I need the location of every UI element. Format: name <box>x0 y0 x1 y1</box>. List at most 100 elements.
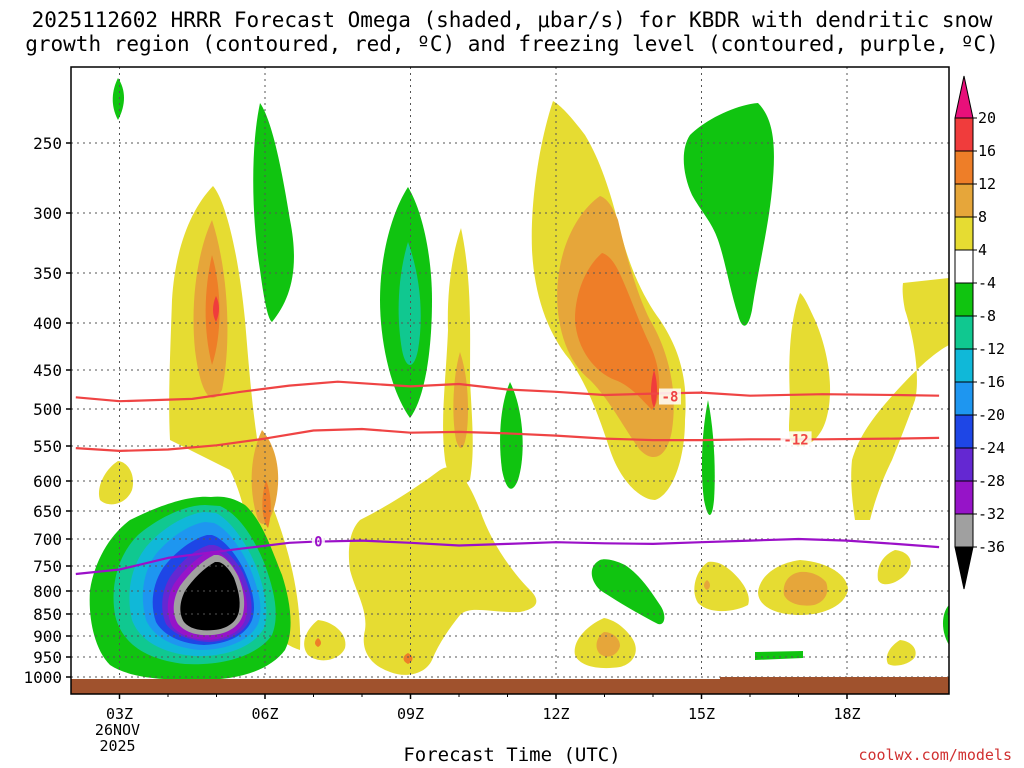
x-axis-label: Forecast Time (UTC) <box>403 744 621 766</box>
y-tick-label: 500 <box>33 400 62 419</box>
omega-shade-gold <box>596 632 620 657</box>
y-tick-label: 1000 <box>23 668 62 687</box>
colorbar-label: -24 <box>978 439 1005 457</box>
omega-shade-orange <box>575 253 660 410</box>
omega-shade-yellow <box>851 278 949 520</box>
colorbar-label: -20 <box>978 406 1005 424</box>
colorbar-segment <box>954 513 974 548</box>
omega-shade-yellow <box>877 550 911 585</box>
omega-shade-teal <box>398 242 421 365</box>
y-tick-label: 400 <box>33 314 62 333</box>
colorbar-segment <box>954 315 974 350</box>
y-tick-label: 250 <box>33 134 62 153</box>
colorbar-label: 4 <box>978 241 987 259</box>
contour-label: -12 <box>783 432 808 448</box>
omega-shade-green <box>500 382 523 489</box>
colorbar-label: -16 <box>978 373 1005 391</box>
contour-line <box>75 537 940 576</box>
omega-shade-yellow <box>348 467 537 675</box>
temperature-contours: -8 -12 0 <box>75 380 940 576</box>
x-tick-label: 18Z <box>833 705 860 723</box>
omega-shade-green <box>701 400 715 515</box>
omega-shade-red <box>651 370 657 408</box>
colorbar-label: 12 <box>978 175 996 193</box>
colorbar-segment <box>954 447 974 482</box>
omega-shade-gold <box>704 580 710 590</box>
colorbar-segment <box>954 282 974 317</box>
omega-shade-green <box>755 651 803 660</box>
y-tick-label: 950 <box>33 648 62 667</box>
colorbar-segment <box>954 150 974 185</box>
y-tick-label: 700 <box>33 530 62 549</box>
contour-label: -8 <box>662 390 679 406</box>
plot-frame <box>70 66 950 695</box>
omega-shade-green <box>253 103 294 322</box>
y-tick-label: 850 <box>33 605 62 624</box>
y-tick-label: 600 <box>33 472 62 491</box>
colorbar-segment <box>954 249 974 284</box>
contour-label-bg <box>780 431 812 448</box>
colorbar-segment <box>954 183 974 218</box>
colorbar-label: -32 <box>978 505 1005 523</box>
omega-shade-gold <box>453 352 468 449</box>
x-tick-label: 15Z <box>688 705 715 723</box>
omega-shade-green <box>942 605 949 645</box>
omega-shade-yellow <box>694 561 749 612</box>
x-tick-label: 09Z <box>397 705 424 723</box>
omega-shade-yellow <box>304 620 346 661</box>
contour-label-bg <box>311 533 325 550</box>
y-tick-label: 450 <box>33 361 62 380</box>
colorbar-label: -28 <box>978 472 1005 490</box>
x-tick-sublabel: 26NOV <box>95 721 140 739</box>
omega-shade-yellow <box>886 640 916 666</box>
y-tick-label: 800 <box>33 582 62 601</box>
colorbar-arrow-top <box>954 75 974 119</box>
colorbar-label: -12 <box>978 340 1005 358</box>
y-tick-label: 550 <box>33 437 62 456</box>
omega-shade-gold <box>783 571 828 606</box>
contour-label-bg <box>658 388 681 405</box>
contour-line <box>75 380 940 403</box>
colorbar-label: 20 <box>978 109 996 127</box>
terrain-band <box>71 677 949 694</box>
colorbar-segment <box>954 216 974 251</box>
credit-text: coolwx.com/models <box>858 746 1012 764</box>
colorbar: 20 16 12 8 4 -4 -8 -12 -16 -20 -24 -28 -32 -36 <box>954 75 1005 590</box>
y-axis: 250 300 350 400 450 500 550 600 650 700 750 800 850 9… <box>23 134 71 687</box>
colorbar-label: -8 <box>978 307 996 325</box>
omega-shade-green <box>591 559 665 625</box>
grid <box>71 67 949 694</box>
contour-line <box>75 427 940 452</box>
contour-label: 0 <box>314 535 322 551</box>
x-tick-label: 06Z <box>251 705 278 723</box>
omega-shade-yellow <box>98 461 134 505</box>
colorbar-segment <box>954 348 974 383</box>
y-tick-label: 350 <box>33 264 62 283</box>
colorbar-segment <box>954 381 974 416</box>
y-tick-label: 750 <box>33 557 62 576</box>
omega-shade-red <box>213 296 219 322</box>
colorbar-label: 16 <box>978 142 996 160</box>
y-tick-label: 650 <box>33 502 62 521</box>
y-tick-label: 900 <box>33 627 62 646</box>
colorbar-label: -36 <box>978 538 1005 556</box>
omega-shade-black <box>180 562 240 631</box>
colorbar-segment <box>954 414 974 449</box>
omega-shade-orange <box>205 255 220 365</box>
omega-shading <box>89 78 949 680</box>
omega-shade-green <box>112 78 124 120</box>
omega-shade-green <box>683 103 774 326</box>
x-tick-sublabel: 2025 <box>99 737 135 755</box>
colorbar-segment <box>954 117 974 152</box>
omega-shade-orange <box>315 638 321 647</box>
y-tick-label: 300 <box>33 204 62 223</box>
chart-title-line-2: growth region (contoured, red, ºC) and f… <box>25 32 999 56</box>
colorbar-arrow-bottom <box>954 546 974 590</box>
colorbar-label: -4 <box>978 274 996 292</box>
colorbar-segment <box>954 480 974 515</box>
colorbar-label: 8 <box>978 208 987 226</box>
x-tick-label: 03Z <box>106 705 133 723</box>
chart-title-line-1: 2025112602 HRRR Forecast Omega (shaded, … <box>31 8 993 32</box>
